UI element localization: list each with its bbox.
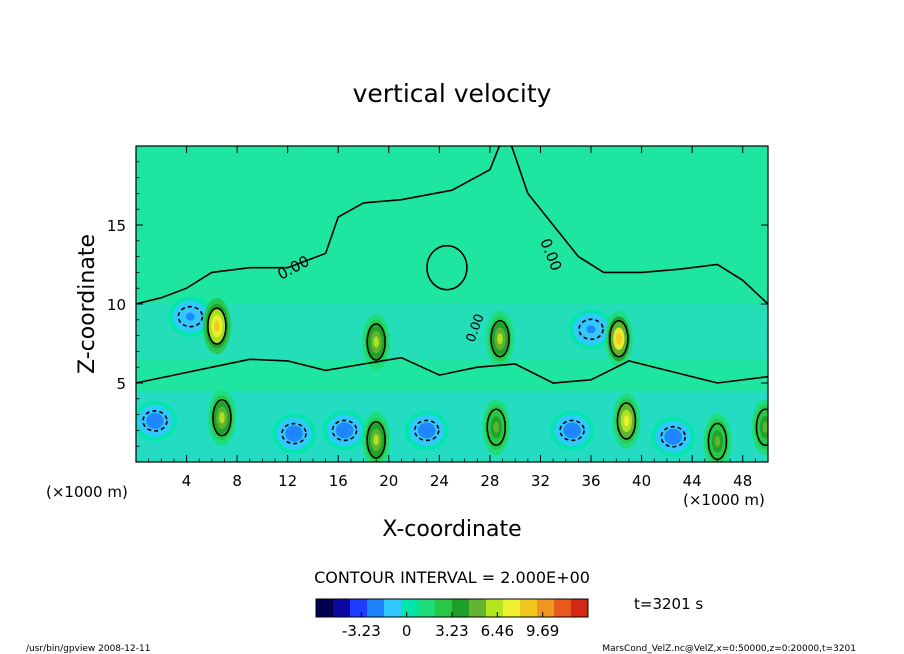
x-tick-label: 24: [430, 472, 449, 490]
updraft-cell: [214, 320, 220, 332]
downdraft-contour: [559, 419, 585, 442]
downdraft-contour: [660, 425, 687, 448]
footer-left: /usr/bin/gpview 2008-12-11: [26, 644, 150, 654]
y-axis-label: Z-coordinate: [75, 234, 100, 374]
updraft-cell: [497, 333, 503, 345]
updraft-contour: [490, 319, 510, 358]
x-tick-label: 20: [379, 472, 398, 490]
colorbar-swatch: [418, 599, 436, 617]
downdraft-contour: [281, 422, 307, 445]
colorbar-swatch: [401, 599, 419, 617]
colorbar-swatch: [384, 599, 402, 617]
x-tick-label: 8: [232, 472, 242, 490]
colorbar-swatch: [554, 599, 572, 617]
x-unit-right: (×1000 m): [683, 491, 765, 509]
colorbar-tick-label: 6.46: [481, 622, 514, 640]
mid-layer-shading: [136, 304, 768, 360]
downdraft-contour: [142, 410, 168, 432]
x-tick-label: 36: [581, 472, 600, 490]
updraft-cell: [219, 412, 225, 424]
x-tick-label: 12: [278, 472, 297, 490]
colorbar-swatch: [469, 599, 487, 617]
x-tick-label: 44: [683, 472, 702, 490]
updraft-cell: [493, 421, 500, 433]
colorbar: [315, 598, 589, 618]
updraft-cell: [623, 415, 630, 427]
zero-contour: [510, 146, 768, 305]
downdraft-cell: [150, 416, 160, 425]
colorbar-swatch: [452, 599, 470, 617]
colorbar-swatch: [571, 599, 589, 617]
contour-line: [136, 356, 768, 384]
closed-contour: [426, 244, 468, 291]
updraft-contour: [755, 408, 768, 447]
downdraft-cell: [668, 432, 678, 441]
updraft-contour: [366, 421, 386, 459]
updraft-contour: [486, 408, 507, 447]
updraft-cell: [373, 434, 379, 446]
downdraft-cell: [586, 325, 596, 334]
downdraft-contour: [331, 419, 358, 442]
downdraft-cell: [289, 429, 299, 438]
colorbar-swatch: [350, 599, 368, 617]
updraft-cell: [714, 435, 721, 448]
colorbar-tick-label: 3.23: [435, 622, 468, 640]
contour-interval-label: CONTOUR INTERVAL = 2.000E+00: [314, 568, 590, 587]
colorbar-swatch: [367, 599, 385, 617]
x-tick-label: 32: [531, 472, 550, 490]
updraft-cell: [616, 333, 622, 345]
updraft-contour: [212, 398, 232, 437]
x-tick-label: 4: [182, 472, 192, 490]
updraft-cell: [373, 336, 379, 348]
downdraft-cell: [422, 426, 432, 435]
colorbar-swatch: [435, 599, 453, 617]
updraft-contour: [366, 323, 386, 361]
downdraft-contour: [177, 305, 204, 328]
colorbar-tick-label: 9.69: [526, 622, 559, 640]
downdraft-cell: [340, 426, 349, 435]
x-tick-label: 28: [480, 472, 499, 490]
downdraft-contour: [413, 419, 440, 442]
chart-title: vertical velocity: [353, 79, 552, 108]
colorbar-tick-label: 0: [402, 622, 412, 640]
updraft-contour: [207, 307, 227, 345]
y-tick-label: 15: [107, 217, 126, 235]
downdraft-contour: [578, 318, 604, 341]
colorbar-swatch: [503, 599, 521, 617]
footer-right: MarsCond_VelZ.nc@VelZ,x=0:50000,z=0:2000…: [602, 644, 856, 654]
colorbar-swatch: [316, 599, 334, 617]
downdraft-cell: [567, 426, 577, 435]
y-tick-label: 10: [107, 296, 126, 314]
y-tick-label: 5: [116, 375, 126, 393]
colorbar-swatch: [333, 599, 351, 617]
x-tick-label: 16: [329, 472, 348, 490]
x-axis: 4 8 12 16 20 24 28 32 36 40 44 48: [148, 146, 756, 490]
downdraft-cell: [185, 312, 195, 321]
colorbar-swatch: [520, 599, 538, 617]
plot-area: [135, 145, 769, 463]
x-tick-label: 40: [632, 472, 651, 490]
time-label: t=3201 s: [634, 595, 703, 613]
zero-contour: [136, 146, 501, 305]
y-axis: 5 10 15: [107, 161, 768, 447]
colorbar-tick-label: -3.23: [342, 622, 381, 640]
updraft-contour: [609, 319, 629, 358]
colorbar-swatch: [486, 599, 504, 617]
colorbar-ticks: -3.23 0 3.23 6.46 9.69: [342, 612, 559, 640]
x-unit-left: (×1000 m): [46, 483, 128, 501]
x-tick-label: 48: [733, 472, 752, 490]
updraft-contour: [616, 402, 637, 440]
x-axis-label: X-coordinate: [382, 517, 521, 542]
colorbar-swatch: [537, 599, 555, 617]
updraft-cell: [762, 421, 768, 433]
